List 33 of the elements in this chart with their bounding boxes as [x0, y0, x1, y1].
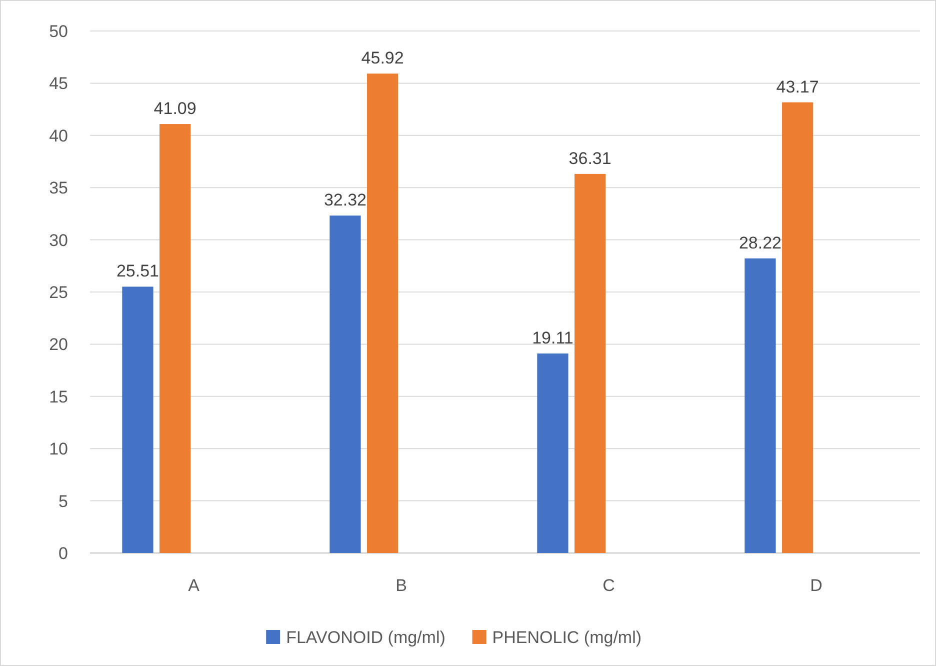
data-label: 32.32 — [324, 190, 366, 210]
y-tick-label: 40 — [49, 126, 68, 146]
bar — [367, 74, 398, 553]
x-tick-label: C — [602, 576, 615, 595]
data-label: 41.09 — [154, 99, 196, 118]
bar — [122, 286, 154, 553]
y-tick-label: 0 — [58, 544, 68, 563]
y-tick-label: 15 — [49, 387, 68, 406]
bar — [574, 174, 606, 553]
y-tick-label: 10 — [49, 440, 68, 459]
y-tick-label: 25 — [49, 283, 68, 302]
data-label: 43.17 — [776, 77, 819, 96]
data-label: 45.92 — [361, 48, 404, 68]
data-label: 28.22 — [738, 233, 782, 252]
legend-label: FLAVONOID (mg/ml) — [286, 628, 446, 647]
data-label: 19.11 — [532, 328, 574, 348]
y-tick-label: 45 — [49, 74, 68, 94]
bar — [160, 124, 191, 553]
bar — [782, 102, 814, 553]
bar — [744, 258, 776, 553]
legend-label: PHENOLIC (mg/ml) — [492, 628, 642, 647]
bar — [537, 353, 568, 553]
y-tick-label: 5 — [58, 492, 68, 511]
y-tick-label: 20 — [49, 335, 68, 354]
bar — [330, 216, 361, 553]
x-tick-label: B — [396, 576, 407, 595]
data-label: 36.31 — [568, 148, 612, 168]
y-tick-label: 35 — [49, 178, 68, 198]
y-tick-label: 30 — [49, 230, 68, 250]
data-label: 25.51 — [116, 262, 159, 281]
x-tick-label: A — [188, 576, 200, 595]
x-tick-label: D — [810, 576, 822, 595]
y-tick-label: 50 — [49, 22, 68, 41]
